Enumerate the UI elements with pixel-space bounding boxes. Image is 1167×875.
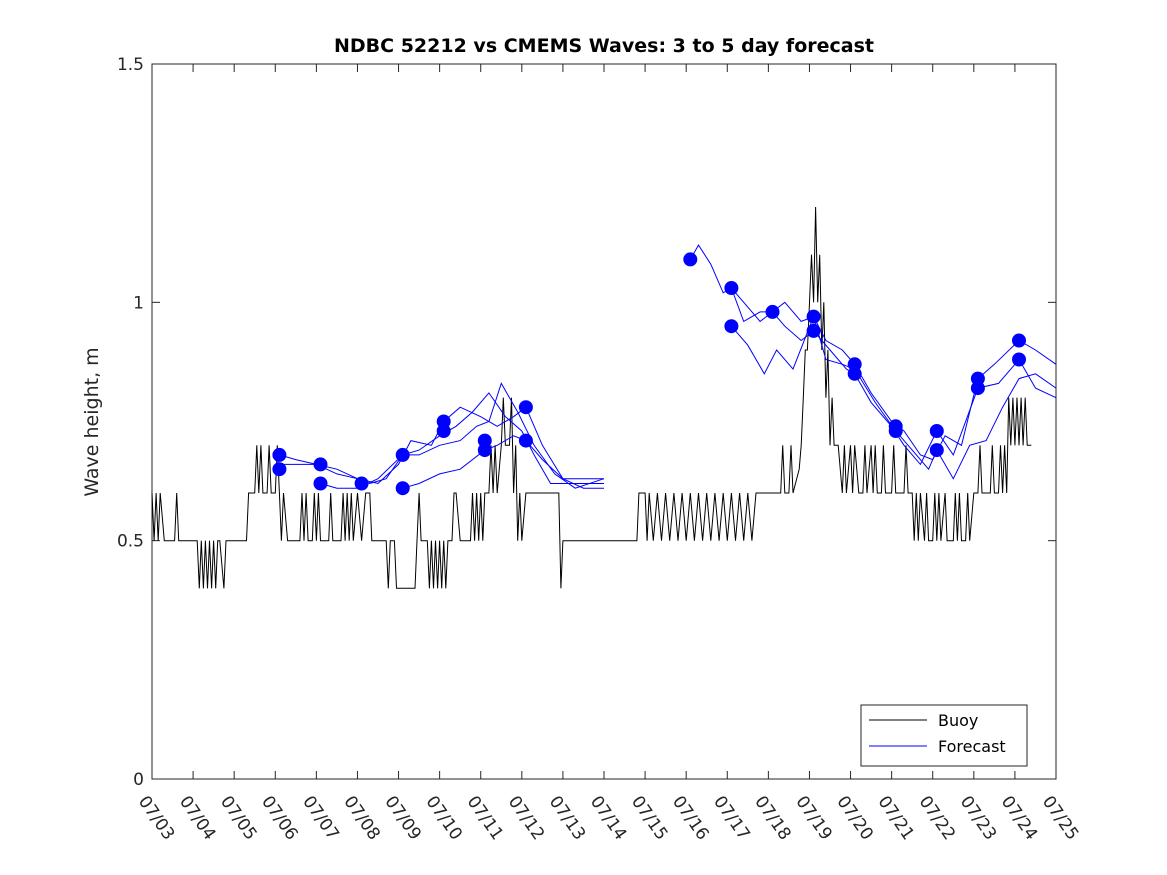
forecast-start-marker — [1012, 333, 1026, 348]
legend-box — [860, 704, 1028, 767]
y-tick-label: 1 — [133, 293, 144, 313]
forecast-start-marker — [806, 309, 821, 324]
y-tick-label: 1.5 — [117, 55, 144, 75]
y-axis-label: Wave height, m — [81, 347, 103, 496]
forecast-start-marker — [806, 323, 821, 338]
forecast-start-marker — [436, 424, 451, 438]
legend: Buoy Forecast — [860, 704, 1028, 767]
forecast-start-marker — [518, 433, 533, 448]
forecast-start-marker — [765, 304, 780, 319]
forecast-start-marker — [395, 447, 410, 462]
y-tick-label: 0 — [133, 770, 144, 790]
forecast-start-marker — [724, 319, 739, 334]
forecast-start-marker — [313, 476, 328, 491]
forecast-start-marker — [888, 424, 903, 438]
forecast-start-marker — [518, 400, 533, 415]
forecast-start-marker — [847, 366, 862, 381]
forecast-start-marker — [477, 443, 492, 458]
forecast-start-marker — [970, 381, 985, 396]
buoy-series-line — [151, 206, 1032, 589]
forecast-start-marker — [354, 476, 369, 491]
forecast-start-marker — [1012, 352, 1026, 367]
forecast-start-marker — [395, 481, 410, 496]
forecast-start-marker — [272, 447, 287, 462]
forecast-start-marker — [724, 281, 739, 295]
forecast-start-marker — [683, 252, 698, 267]
plot-area: 00.511.507/0307/0407/0507/0607/0707/0807… — [117, 55, 1082, 844]
forecast-start-marker — [929, 443, 944, 458]
forecast-start-marker — [929, 424, 944, 438]
y-tick-label: 0.5 — [117, 532, 144, 552]
chart-title: NDBC 52212 vs CMEMS Waves: 3 to 5 day fo… — [334, 35, 874, 57]
forecast-start-marker — [313, 457, 328, 472]
axes-box — [151, 63, 1057, 780]
forecast-start-marker — [272, 462, 287, 477]
legend-forecast-label: Forecast — [938, 737, 1006, 756]
legend-buoy-label: Buoy — [938, 711, 978, 730]
forecast-series-line — [402, 435, 604, 489]
